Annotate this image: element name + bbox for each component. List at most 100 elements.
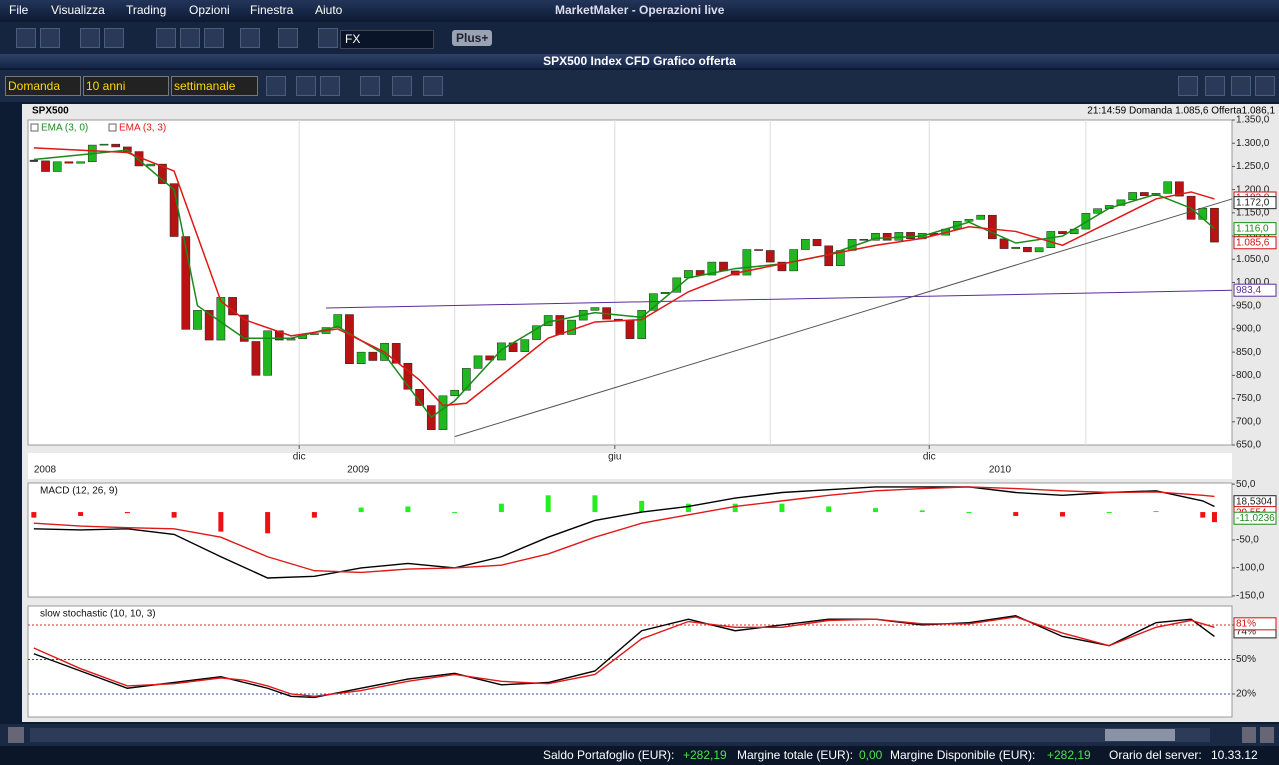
candle — [976, 214, 986, 220]
candle — [333, 314, 343, 328]
toolbar: FX Plus+ — [0, 22, 1279, 54]
price-tag — [1233, 222, 1277, 236]
indicator-line — [33, 616, 1215, 697]
zoom-in[interactable] — [1242, 727, 1256, 743]
y-tick-label: 900,0 — [1236, 324, 1261, 335]
y-tick-label: 700,0 — [1236, 416, 1261, 427]
server-label: Orario del server: — [1109, 748, 1202, 762]
y-tick-label: 1.150,0 — [1236, 207, 1270, 218]
price-tag-label: 74% — [1236, 627, 1256, 638]
menu-item[interactable]: Finestra — [250, 3, 294, 17]
tool-button[interactable] — [1178, 76, 1198, 96]
y-tick-label: -50,0 — [1236, 535, 1259, 546]
histogram-bar — [265, 512, 271, 534]
y-tick-label: 750,0 — [1236, 393, 1261, 404]
y-tick-label: 1.250,0 — [1236, 161, 1270, 172]
candle — [204, 310, 214, 341]
plus-button[interactable]: Plus+ — [452, 30, 493, 46]
tool-button[interactable] — [320, 76, 340, 96]
tool-button[interactable] — [266, 76, 286, 96]
tool-button[interactable] — [16, 28, 36, 48]
quote: 21:14:59 Domanda 1.085,6 Offerta1.086,1 — [1087, 106, 1275, 117]
price-tag — [1233, 236, 1277, 250]
market-select[interactable]: FX — [340, 30, 434, 49]
margin: 0,00 — [859, 748, 883, 762]
side-select[interactable]: Domanda — [5, 76, 81, 96]
candle — [906, 232, 915, 240]
tool-button[interactable] — [180, 28, 200, 48]
histogram-bar — [872, 508, 878, 513]
tool-button[interactable] — [1205, 76, 1225, 96]
candle — [707, 261, 717, 276]
candle — [473, 355, 483, 369]
candle — [356, 351, 366, 364]
chart-area: SPX500 21:14:59 Domanda 1.085,6 Offerta1… — [22, 104, 1279, 722]
zoom-fit[interactable] — [8, 727, 24, 743]
tool-button[interactable] — [40, 28, 60, 48]
histogram-bar — [78, 512, 84, 516]
window-title: MarketMaker - Operazioni live — [555, 3, 725, 17]
tool-button[interactable] — [392, 76, 412, 96]
status-bar: Saldo Portafoglio (EUR): +282,19 Margine… — [0, 746, 1279, 765]
tool-button[interactable] — [204, 28, 224, 48]
server-time: 10.33.12 — [1211, 748, 1258, 762]
available-label: Margine Disponibile (EUR): — [890, 748, 1036, 762]
candle — [637, 310, 647, 339]
menu-item[interactable]: File — [9, 3, 29, 17]
tool-button[interactable] — [296, 76, 316, 96]
candle — [1128, 192, 1137, 201]
candle — [859, 239, 869, 241]
tool-button[interactable] — [423, 76, 443, 96]
candle — [193, 310, 202, 330]
trend-line — [454, 198, 1233, 438]
y-tick-label: 800,0 — [1236, 370, 1261, 381]
tool-button[interactable] — [1255, 76, 1275, 96]
histogram-bar — [31, 512, 37, 518]
price-tag — [1233, 511, 1277, 525]
tool-button[interactable] — [1231, 76, 1251, 96]
legend-entry: EMA (3, 3) — [119, 123, 166, 134]
candle — [532, 325, 541, 340]
tool-button[interactable] — [318, 28, 338, 48]
candle — [181, 236, 191, 330]
price-tag-label: 1.172,0 — [1236, 197, 1270, 208]
y-tick-label: 950,0 — [1236, 300, 1261, 311]
histogram-bar — [171, 512, 177, 518]
candle — [964, 219, 974, 222]
tool-button[interactable] — [278, 28, 298, 48]
tool-button[interactable] — [360, 76, 380, 96]
menu-bar: File Visualizza Trading Opzioni Finestra… — [0, 0, 1279, 20]
price-tag — [1233, 196, 1277, 210]
candle — [625, 320, 635, 339]
menu-item[interactable]: Opzioni — [189, 3, 230, 17]
tool-button[interactable] — [156, 28, 176, 48]
scroll-track[interactable] — [30, 728, 1210, 742]
period-select[interactable]: 10 anni — [83, 76, 169, 96]
tool-button[interactable] — [240, 28, 260, 48]
price-tag-label: 81% — [1236, 618, 1256, 629]
candle — [1058, 231, 1067, 235]
price-tag — [1233, 283, 1277, 297]
balance: +282,19 — [683, 748, 727, 762]
candle — [391, 343, 401, 364]
scroll-thumb[interactable] — [1105, 729, 1175, 741]
histogram-bar — [826, 506, 832, 513]
trend-line — [326, 289, 1233, 309]
candle — [345, 314, 354, 364]
tool-button[interactable] — [104, 28, 124, 48]
menu-item[interactable]: Trading — [126, 3, 167, 17]
histogram-bar — [919, 510, 925, 513]
candle — [765, 250, 775, 263]
histogram-bar — [592, 495, 598, 513]
zoom-out[interactable] — [1260, 727, 1274, 743]
histogram-bar — [124, 512, 130, 514]
stochastic-panel — [27, 605, 1233, 718]
menu-item[interactable]: Aiuto — [315, 3, 343, 17]
interval-select[interactable]: settimanale — [171, 76, 258, 96]
candle — [999, 238, 1009, 249]
tool-button[interactable] — [80, 28, 100, 48]
histogram-bar — [1211, 512, 1217, 523]
candle — [567, 319, 576, 335]
menu-item[interactable]: Visualizza — [51, 3, 105, 17]
